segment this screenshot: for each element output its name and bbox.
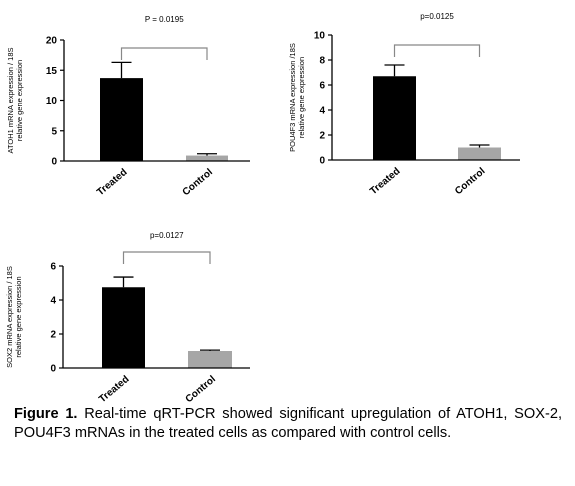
significance-bracket [122, 251, 211, 264]
x-tick-label-control: Control [181, 167, 215, 198]
y-tick-label: 6 [319, 81, 325, 92]
y-tick-label: 4 [319, 106, 325, 117]
bar-treated [373, 76, 416, 160]
y-axis-sublabel: relative gene expression [297, 57, 306, 138]
p-value-label: P = 0.0195 [145, 15, 184, 24]
x-tick-label-treated: Treated [368, 166, 402, 197]
x-tick-label-treated: Treated [97, 374, 131, 405]
y-tick-label: 0 [319, 156, 325, 167]
y-tick-label: 10 [46, 96, 58, 107]
y-tick-label: 0 [50, 364, 56, 375]
y-tick-label: 4 [50, 296, 56, 307]
y-tick-label: 20 [46, 36, 58, 47]
bar-treated [100, 78, 143, 161]
p-value-label: p=0.0127 [150, 231, 184, 240]
bar-control [458, 147, 501, 160]
p-value-label: p=0.0125 [420, 12, 454, 21]
figure-caption: Figure 1. Real-time qRT-PCR showed signi… [14, 405, 562, 443]
sox2-bar-chart: 0 2 4 6 Treated Control p=0.0127 SOX2 mRNA expr… [5, 231, 250, 405]
y-tick-label: 0 [51, 157, 57, 168]
y-axis-label: POU4F3 mRNA expression /18S [288, 43, 297, 152]
bar-control [186, 155, 228, 161]
y-tick-label: 2 [50, 330, 56, 341]
y-axis-sublabel: relative gene expression [15, 60, 24, 141]
y-axis-sublabel: relative gene expression [14, 276, 23, 357]
x-tick-label-treated: Treated [95, 167, 129, 198]
y-tick-label: 10 [314, 31, 326, 42]
significance-bracket [393, 44, 481, 57]
figure-label: Figure 1. [14, 406, 78, 422]
atoh1-bar-chart: 0 5 10 15 20 Treated Control P = 0.0195 ATOH1 mR… [6, 15, 250, 198]
significance-bracket [120, 47, 208, 60]
caption-text: Real-time qRT-PCR showed significant upr… [14, 406, 563, 441]
x-tick-label-control: Control [453, 166, 487, 197]
bar-treated [102, 287, 145, 368]
y-axis-label: SOX2 mRNA expression / 18S [5, 266, 14, 368]
y-tick-label: 8 [319, 56, 325, 67]
pou4f3-bar-chart: 0 2 4 6 8 10 Treated Control p=0.0125 POU4F3 mRNA… [288, 12, 520, 197]
bar-control [188, 351, 232, 368]
y-tick-label: 2 [319, 131, 325, 142]
x-tick-label-control: Control [184, 374, 218, 405]
y-tick-label: 5 [51, 126, 57, 137]
y-tick-label: 6 [50, 262, 56, 273]
y-axis-label: ATOH1 mRNA expression / 18S [6, 47, 15, 153]
y-tick-label: 15 [46, 66, 58, 77]
